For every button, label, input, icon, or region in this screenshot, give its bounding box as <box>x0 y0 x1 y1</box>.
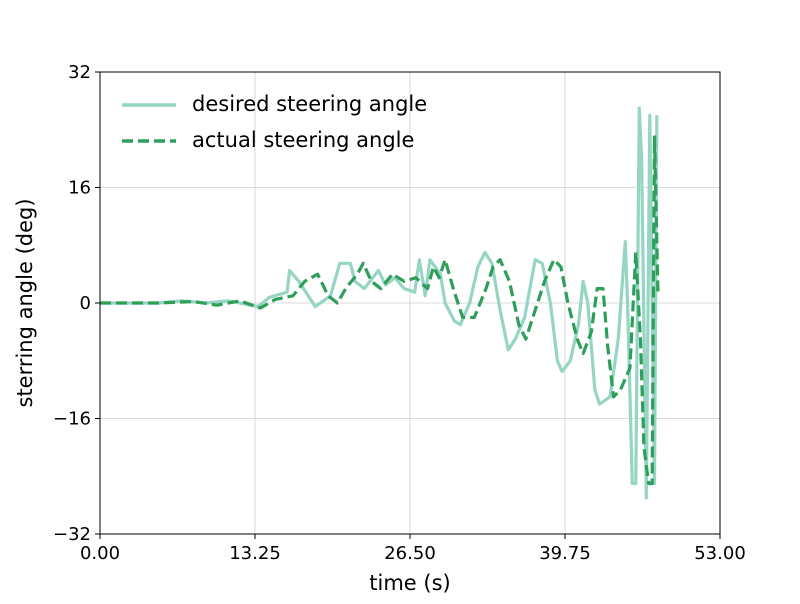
x-tick-label: 26.50 <box>384 543 436 564</box>
y-tick-label: 32 <box>68 62 91 83</box>
legend-label: actual steering angle <box>192 128 414 152</box>
data-line <box>100 135 660 486</box>
x-tick-label: 39.75 <box>539 543 591 564</box>
x-tick-label: 53.00 <box>694 543 746 564</box>
y-tick-label: 0 <box>80 293 91 314</box>
y-tick-label: 16 <box>68 178 91 199</box>
x-tick-label: 0.00 <box>80 543 120 564</box>
legend: desired steering angle actual steering a… <box>122 92 427 152</box>
lines <box>100 106 660 500</box>
ticks: 0.00 13.25 26.50 39.75 53.00 −32 −16 0 16 32 <box>53 62 746 564</box>
y-axis-label: sterring angle (deg) <box>13 198 37 407</box>
legend-label: desired steering angle <box>192 92 427 116</box>
y-tick-label: −32 <box>53 524 91 545</box>
data-line <box>100 106 659 500</box>
x-axis-label: time (s) <box>369 571 450 595</box>
y-tick-label: −16 <box>53 409 91 430</box>
x-tick-label: 13.25 <box>229 543 281 564</box>
